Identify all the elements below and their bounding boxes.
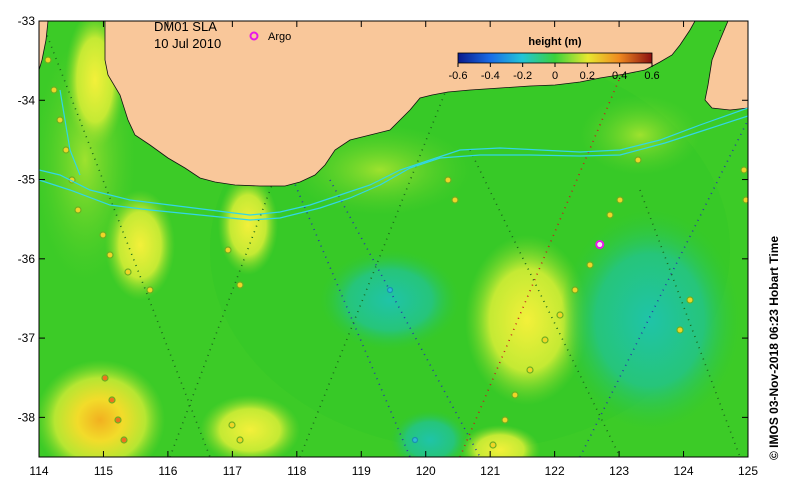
colorbar-tick-label: 0.2 — [580, 70, 595, 82]
x-tick-label: 114 — [29, 464, 48, 478]
argo-float-marker — [595, 240, 605, 250]
colorbar-tick-label: -0.6 — [449, 70, 468, 82]
colorbar-tick-label: 0.6 — [644, 70, 659, 82]
land-australia-west — [39, 21, 49, 71]
map-plot-area — [39, 21, 748, 457]
x-tick-label: 123 — [609, 464, 629, 478]
x-tick-label: 116 — [158, 464, 177, 478]
x-tick-label: 118 — [287, 464, 306, 478]
y-tick-label: -34 — [18, 93, 36, 107]
y-tick-label: -33 — [18, 14, 36, 28]
product-title: DM01 SLA — [154, 19, 217, 34]
y-axis: -33 -34 -35 -36 -37 -38 — [18, 14, 748, 424]
land-australia-east — [704, 21, 748, 111]
date-label: 10 Jul 2010 — [154, 36, 221, 51]
y-tick-label: -38 — [18, 410, 36, 424]
along-track-points — [44, 56, 748, 449]
colorbar-tick-label: -0.4 — [481, 70, 500, 82]
sla-high-yellow — [465, 235, 589, 405]
y-tick-label: -36 — [18, 252, 36, 266]
x-tick-label: 115 — [94, 464, 113, 478]
sla-high-orange — [39, 360, 165, 457]
map-frame — [38, 20, 749, 458]
satellite-tracks — [44, 29, 748, 457]
colorbar-title: height (m) — [528, 36, 581, 48]
x-tick-label: 122 — [545, 464, 565, 478]
y-tick-label: -35 — [18, 173, 36, 187]
sla-high-yellow — [218, 175, 278, 275]
sla-high-yellow — [105, 190, 175, 300]
colorbar-tick-label: 0 — [552, 70, 558, 82]
x-tick-label: 125 — [738, 464, 758, 478]
isobath-contours — [39, 89, 748, 221]
x-axis: 114 115 116 117 118 119 120 121 122 123 124 125 — [29, 21, 758, 478]
colorbar-tick-label: -0.2 — [513, 70, 532, 82]
y-tick-label: -37 — [18, 331, 36, 345]
credit-label: © IMOS 03-Nov-2018 06:23 Hobart Time — [767, 236, 781, 460]
x-tick-label: 124 — [674, 464, 694, 478]
argo-legend-label: Argo — [268, 31, 291, 43]
colorbar: height (m) -0.6 -0.4 -0.2 0 0.2 0.4 0.6 — [449, 36, 660, 82]
colorbar-tick-label: 0.4 — [612, 70, 627, 82]
x-tick-label: 120 — [416, 464, 436, 478]
argo-legend: Argo — [249, 31, 291, 43]
sla-low-teal — [320, 250, 460, 350]
x-tick-label: 119 — [352, 464, 371, 478]
sla-low-teal — [560, 210, 740, 430]
x-tick-label: 117 — [223, 464, 242, 478]
colorbar-gradient — [457, 52, 653, 64]
argo-marker-icon — [249, 31, 259, 41]
x-tick-label: 121 — [480, 464, 500, 478]
